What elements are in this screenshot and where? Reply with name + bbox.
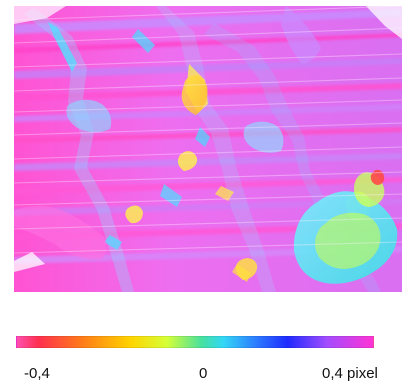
- displacement-map-image: [14, 6, 402, 292]
- colorbar-tick-middle: 0: [199, 365, 208, 382]
- colorbar-tick-left: -0,4: [24, 365, 50, 382]
- colorbar-tick-right: 0,4 pixel: [322, 365, 378, 382]
- colorbar: [16, 336, 374, 348]
- displacement-texture: [14, 6, 402, 292]
